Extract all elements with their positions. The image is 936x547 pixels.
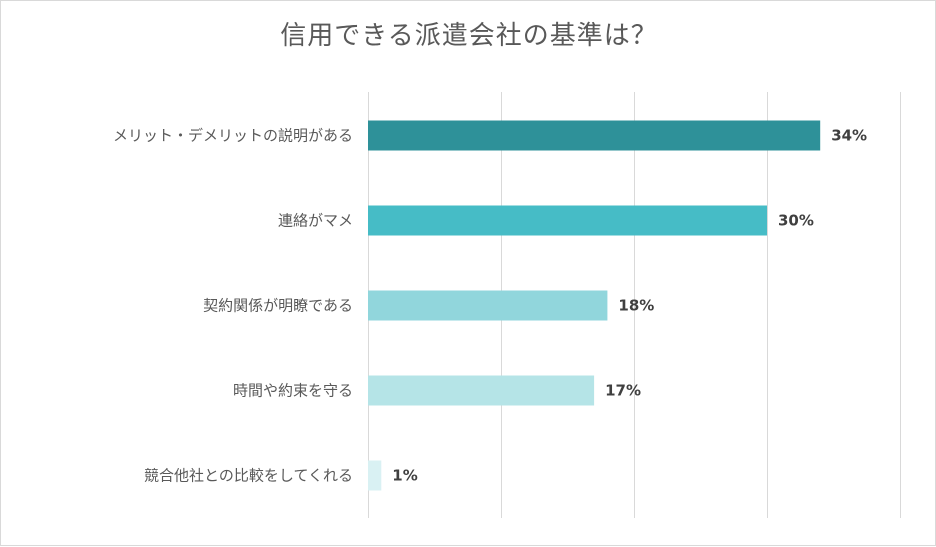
data-label: 1%	[392, 467, 417, 485]
data-label: 34%	[831, 127, 867, 145]
bar	[368, 375, 595, 406]
data-label: 30%	[778, 212, 814, 230]
data-label: 17%	[605, 382, 641, 400]
bar	[368, 460, 382, 491]
chart-title: 信用できる派遣会社の基準は？	[280, 21, 658, 51]
category-label: 時間や約束を守る	[233, 382, 353, 400]
bar	[368, 205, 767, 236]
category-label: 連絡がマメ	[278, 212, 353, 230]
value-labels: 34% 30% 18% 17% 1%	[392, 127, 867, 485]
bar	[368, 290, 608, 321]
bars	[368, 120, 821, 491]
bar	[368, 120, 821, 151]
category-label: 競合他社との比較をしてくれる	[144, 467, 353, 485]
category-label: メリット・デメリットの説明がある	[113, 127, 353, 145]
category-labels: メリット・デメリットの説明がある連絡がマメ契約関係が明瞭である時間や約束を守る競…	[113, 127, 353, 485]
data-label: 18%	[618, 297, 654, 315]
category-label: 契約関係が明瞭である	[203, 297, 353, 315]
